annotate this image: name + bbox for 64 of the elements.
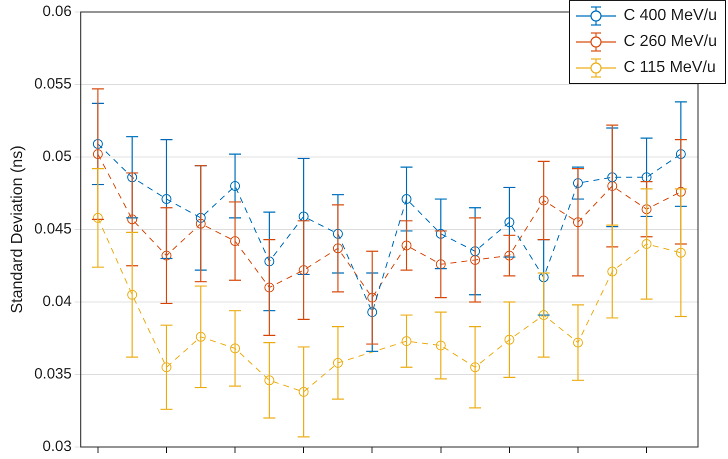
y-tick-label: 0.04 (42, 293, 72, 310)
point (402, 194, 412, 204)
point (264, 256, 274, 266)
point (470, 246, 480, 256)
point (676, 186, 686, 197)
point (127, 290, 138, 300)
point (470, 254, 480, 265)
y-tick-label: 0.055 (34, 76, 72, 93)
point (298, 265, 309, 276)
point (196, 218, 206, 229)
point (676, 248, 686, 258)
point (298, 386, 309, 397)
point (92, 138, 103, 149)
point (161, 194, 172, 204)
point (436, 340, 446, 350)
point (230, 236, 240, 246)
point (332, 243, 343, 254)
y-tick-label: 0.045 (34, 220, 72, 238)
point (676, 149, 686, 160)
point (402, 336, 412, 346)
point (504, 217, 514, 228)
legend-label: C 260 MeV/u (624, 32, 717, 52)
point (642, 239, 652, 249)
point (504, 334, 514, 345)
point (607, 266, 618, 277)
point (230, 181, 240, 191)
point (332, 358, 343, 368)
point (92, 212, 103, 223)
point (572, 217, 583, 228)
point (642, 172, 652, 182)
point (436, 228, 446, 239)
y-tick-label: 0.03 (42, 438, 72, 456)
point (161, 250, 172, 261)
point (642, 204, 652, 214)
point (264, 375, 274, 386)
point (264, 282, 274, 292)
y-tick-label: 0.05 (42, 148, 72, 166)
y-tick-label: 0.035 (34, 366, 72, 383)
point (161, 362, 172, 372)
point (230, 343, 240, 354)
point (538, 272, 549, 282)
point (402, 240, 412, 250)
point (572, 178, 583, 188)
point (127, 172, 138, 182)
point (332, 228, 343, 239)
point (92, 149, 103, 160)
point (607, 181, 618, 191)
y-tick-label: 0.06 (42, 3, 72, 20)
point (436, 259, 446, 270)
point (298, 211, 309, 222)
point (127, 214, 138, 224)
point (470, 362, 480, 372)
point (196, 332, 206, 342)
y-axis-title: Standard Deviation (ns) (9, 145, 26, 314)
point (504, 250, 514, 261)
point (538, 310, 549, 320)
point (196, 212, 206, 223)
point (367, 292, 378, 303)
point (538, 196, 549, 206)
point (607, 172, 618, 182)
legend-label: C 400 MeV/u (624, 6, 717, 26)
point (367, 307, 378, 318)
legend-label: C 115 MeV/u (624, 58, 716, 78)
point (572, 338, 583, 348)
